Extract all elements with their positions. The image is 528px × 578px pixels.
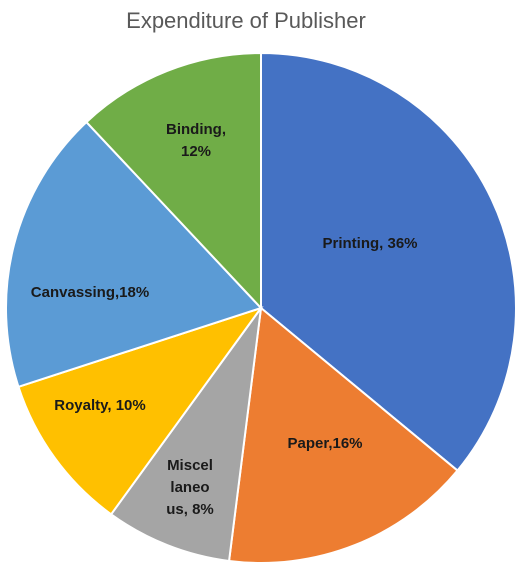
pie-slice <box>109 307 262 563</box>
pie-slice <box>85 51 262 311</box>
data-label: Printing, 36% <box>322 235 417 252</box>
data-label: Paper,16% <box>287 435 362 452</box>
data-label: Binding, 12% <box>166 121 226 160</box>
data-label: Royalty, 10% <box>54 397 145 414</box>
data-label: Miscel laneo us, 8% <box>166 457 214 518</box>
pie-slice <box>260 51 517 472</box>
chart-title: Expenditure of Publisher <box>126 8 366 33</box>
pie-slice <box>5 120 263 389</box>
data-label: Canvassing,18% <box>31 284 149 301</box>
pie-slice <box>17 306 264 516</box>
pie-slice <box>227 306 459 564</box>
